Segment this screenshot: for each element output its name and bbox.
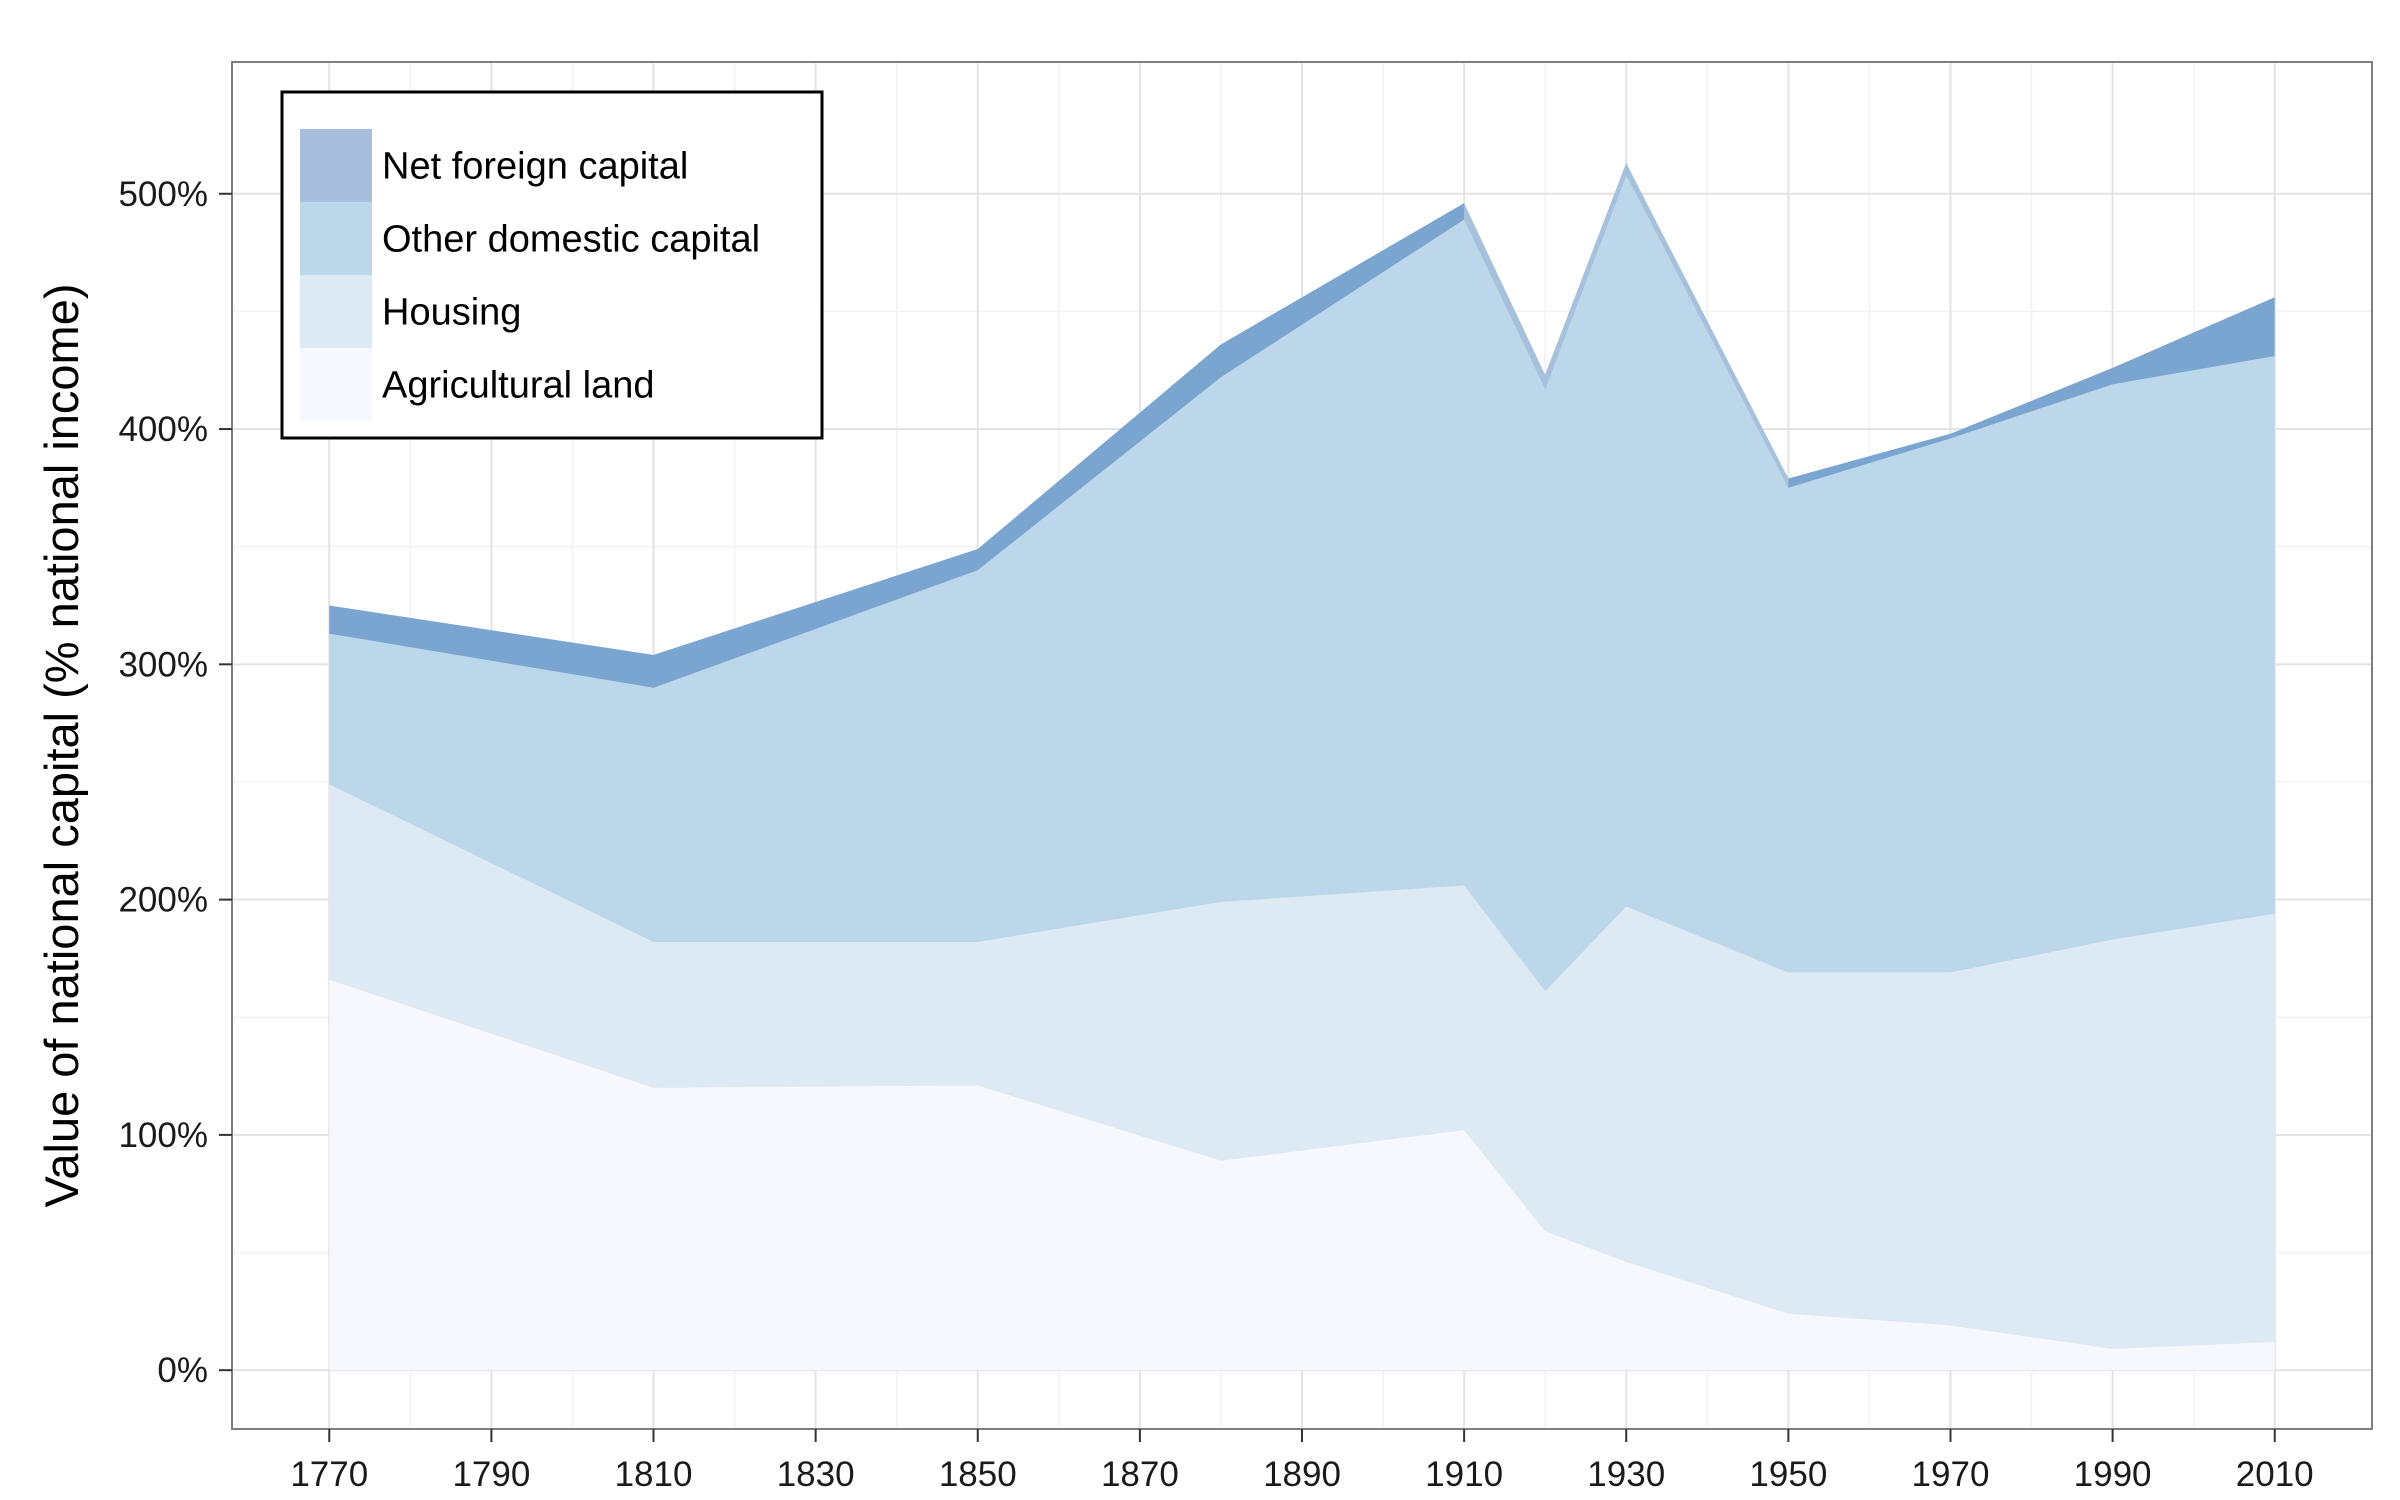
x-tick-label: 1850 bbox=[939, 1455, 1017, 1494]
area-net-foreign-capital-negative bbox=[1464, 203, 1546, 390]
legend-label-other-domestic-capital: Other domestic capital bbox=[382, 219, 760, 261]
x-tick-label: 1950 bbox=[1749, 1455, 1827, 1494]
area-other-domestic-capital bbox=[329, 163, 2275, 992]
legend-key-agricultural-land bbox=[300, 348, 372, 421]
area-agricultural-land bbox=[329, 979, 2275, 1371]
x-tick-label: 1930 bbox=[1587, 1455, 1665, 1494]
legend-key-housing bbox=[300, 275, 372, 348]
area-net-foreign-capital-negative bbox=[1626, 163, 1789, 488]
y-tick-label: 0% bbox=[157, 1351, 208, 1390]
y-tick-label: 400% bbox=[118, 410, 208, 449]
x-tick-label: 1770 bbox=[290, 1455, 368, 1494]
legend-key-net-foreign-capital bbox=[300, 129, 372, 202]
x-tick-label: 1790 bbox=[452, 1455, 530, 1494]
legend-key-other-domestic-capital bbox=[300, 202, 372, 275]
area-housing bbox=[329, 784, 2275, 1350]
x-tick-label: 1990 bbox=[2074, 1455, 2152, 1494]
y-tick-label: 300% bbox=[118, 645, 208, 684]
y-axis-title: Value of national capital (% national in… bbox=[35, 283, 88, 1207]
x-tick-label: 1830 bbox=[777, 1455, 855, 1494]
x-tick-label: 1890 bbox=[1263, 1455, 1341, 1494]
legend: Net foreign capital Other domestic capita… bbox=[280, 90, 824, 440]
area-layers bbox=[329, 163, 2275, 1371]
x-tick-label: 1870 bbox=[1101, 1455, 1179, 1494]
legend-label-net-foreign-capital: Net foreign capital bbox=[382, 146, 688, 188]
x-tick-label: 1970 bbox=[1912, 1455, 1990, 1494]
x-tick-label: 1910 bbox=[1425, 1455, 1503, 1494]
area-net-foreign-capital bbox=[329, 163, 2275, 688]
legend-label-agricultural-land: Agricultural land bbox=[382, 365, 654, 407]
y-tick-label: 200% bbox=[118, 881, 208, 920]
y-tick-label: 500% bbox=[118, 175, 208, 214]
x-tick-label: 1810 bbox=[615, 1455, 693, 1494]
area-net-foreign-capital-negative bbox=[1545, 163, 1627, 390]
x-tick-label: 2010 bbox=[2236, 1455, 2314, 1494]
y-tick-label: 100% bbox=[118, 1116, 208, 1155]
y-axis: 0% 100% 200% 300% 400% 500% bbox=[118, 175, 232, 1390]
legend-label-housing: Housing bbox=[382, 292, 521, 334]
x-axis: 1770 1790 1810 1830 1850 1870 1890 1910 1930 1950… bbox=[290, 1429, 2314, 1494]
